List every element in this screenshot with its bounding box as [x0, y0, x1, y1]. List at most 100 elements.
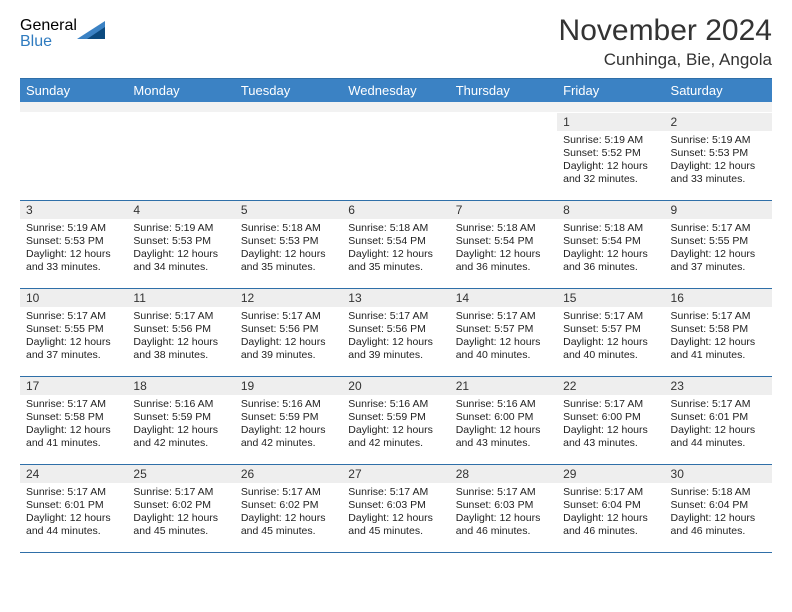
empty-cell — [450, 112, 557, 200]
day-number: 5 — [235, 201, 342, 220]
day-number: 28 — [450, 465, 557, 484]
day-body: Sunrise: 5:17 AMSunset: 5:55 PMDaylight:… — [20, 308, 127, 367]
day-body: Sunrise: 5:16 AMSunset: 5:59 PMDaylight:… — [342, 396, 449, 455]
day-number: 16 — [665, 289, 772, 308]
day-body: Sunrise: 5:17 AMSunset: 5:58 PMDaylight:… — [665, 308, 772, 367]
day-body: Sunrise: 5:17 AMSunset: 6:01 PMDaylight:… — [665, 396, 772, 455]
day-cell: 29Sunrise: 5:17 AMSunset: 6:04 PMDayligh… — [557, 464, 664, 552]
day-cell: 8Sunrise: 5:18 AMSunset: 5:54 PMDaylight… — [557, 200, 664, 288]
day-number: 14 — [450, 289, 557, 308]
day-body: Sunrise: 5:18 AMSunset: 6:04 PMDaylight:… — [665, 484, 772, 543]
day-body: Sunrise: 5:19 AMSunset: 5:52 PMDaylight:… — [557, 132, 664, 191]
day-cell: 16Sunrise: 5:17 AMSunset: 5:58 PMDayligh… — [665, 288, 772, 376]
week-row: 10Sunrise: 5:17 AMSunset: 5:55 PMDayligh… — [20, 288, 772, 376]
day-number: 2 — [665, 113, 772, 132]
week-row: 1Sunrise: 5:19 AMSunset: 5:52 PMDaylight… — [20, 112, 772, 200]
day-number: 19 — [235, 377, 342, 396]
month-title: November 2024 — [559, 14, 772, 48]
day-number: 25 — [127, 465, 234, 484]
day-body: Sunrise: 5:17 AMSunset: 6:01 PMDaylight:… — [20, 484, 127, 543]
day-number: 18 — [127, 377, 234, 396]
dow-fri: Friday — [557, 79, 664, 103]
day-cell: 4Sunrise: 5:19 AMSunset: 5:53 PMDaylight… — [127, 200, 234, 288]
blank-row — [20, 102, 772, 112]
day-body: Sunrise: 5:19 AMSunset: 5:53 PMDaylight:… — [665, 132, 772, 191]
day-body: Sunrise: 5:17 AMSunset: 5:55 PMDaylight:… — [665, 220, 772, 279]
empty-cell — [127, 112, 234, 200]
dow-sat: Saturday — [665, 79, 772, 103]
day-cell: 20Sunrise: 5:16 AMSunset: 5:59 PMDayligh… — [342, 376, 449, 464]
empty-cell — [235, 112, 342, 200]
day-body: Sunrise: 5:18 AMSunset: 5:53 PMDaylight:… — [235, 220, 342, 279]
day-body: Sunrise: 5:16 AMSunset: 6:00 PMDaylight:… — [450, 396, 557, 455]
header: General Blue November 2024 Cunhinga, Bie… — [20, 14, 772, 70]
day-body: Sunrise: 5:16 AMSunset: 5:59 PMDaylight:… — [127, 396, 234, 455]
day-cell: 6Sunrise: 5:18 AMSunset: 5:54 PMDaylight… — [342, 200, 449, 288]
brand-logo: General Blue — [20, 14, 107, 50]
day-number: 4 — [127, 201, 234, 220]
day-number: 13 — [342, 289, 449, 308]
day-cell: 14Sunrise: 5:17 AMSunset: 5:57 PMDayligh… — [450, 288, 557, 376]
week-row: 3Sunrise: 5:19 AMSunset: 5:53 PMDaylight… — [20, 200, 772, 288]
day-body: Sunrise: 5:17 AMSunset: 5:58 PMDaylight:… — [20, 396, 127, 455]
day-cell: 26Sunrise: 5:17 AMSunset: 6:02 PMDayligh… — [235, 464, 342, 552]
day-body: Sunrise: 5:17 AMSunset: 6:02 PMDaylight:… — [235, 484, 342, 543]
day-body: Sunrise: 5:17 AMSunset: 5:56 PMDaylight:… — [235, 308, 342, 367]
day-body: Sunrise: 5:19 AMSunset: 5:53 PMDaylight:… — [20, 220, 127, 279]
day-body: Sunrise: 5:17 AMSunset: 6:03 PMDaylight:… — [342, 484, 449, 543]
day-number: 17 — [20, 377, 127, 396]
day-body: Sunrise: 5:18 AMSunset: 5:54 PMDaylight:… — [342, 220, 449, 279]
title-block: November 2024 Cunhinga, Bie, Angola — [559, 14, 772, 70]
dow-sun: Sunday — [20, 79, 127, 103]
week-row: 17Sunrise: 5:17 AMSunset: 5:58 PMDayligh… — [20, 376, 772, 464]
week-row: 24Sunrise: 5:17 AMSunset: 6:01 PMDayligh… — [20, 464, 772, 552]
day-cell: 21Sunrise: 5:16 AMSunset: 6:00 PMDayligh… — [450, 376, 557, 464]
day-body: Sunrise: 5:17 AMSunset: 5:57 PMDaylight:… — [450, 308, 557, 367]
day-cell: 5Sunrise: 5:18 AMSunset: 5:53 PMDaylight… — [235, 200, 342, 288]
day-number: 12 — [235, 289, 342, 308]
day-cell: 19Sunrise: 5:16 AMSunset: 5:59 PMDayligh… — [235, 376, 342, 464]
day-number: 22 — [557, 377, 664, 396]
day-number: 6 — [342, 201, 449, 220]
day-body: Sunrise: 5:18 AMSunset: 5:54 PMDaylight:… — [557, 220, 664, 279]
calendar-body: 1Sunrise: 5:19 AMSunset: 5:52 PMDaylight… — [20, 112, 772, 552]
day-number: 30 — [665, 465, 772, 484]
day-body: Sunrise: 5:17 AMSunset: 6:00 PMDaylight:… — [557, 396, 664, 455]
day-body: Sunrise: 5:17 AMSunset: 5:57 PMDaylight:… — [557, 308, 664, 367]
day-number: 3 — [20, 201, 127, 220]
day-cell: 24Sunrise: 5:17 AMSunset: 6:01 PMDayligh… — [20, 464, 127, 552]
day-cell: 30Sunrise: 5:18 AMSunset: 6:04 PMDayligh… — [665, 464, 772, 552]
day-cell: 12Sunrise: 5:17 AMSunset: 5:56 PMDayligh… — [235, 288, 342, 376]
day-cell: 27Sunrise: 5:17 AMSunset: 6:03 PMDayligh… — [342, 464, 449, 552]
day-cell: 10Sunrise: 5:17 AMSunset: 5:55 PMDayligh… — [20, 288, 127, 376]
day-number: 11 — [127, 289, 234, 308]
day-number: 21 — [450, 377, 557, 396]
day-cell: 9Sunrise: 5:17 AMSunset: 5:55 PMDaylight… — [665, 200, 772, 288]
dow-wed: Wednesday — [342, 79, 449, 103]
day-number: 24 — [20, 465, 127, 484]
day-number: 29 — [557, 465, 664, 484]
day-body: Sunrise: 5:19 AMSunset: 5:53 PMDaylight:… — [127, 220, 234, 279]
brand-word2: Blue — [20, 34, 77, 50]
day-cell: 13Sunrise: 5:17 AMSunset: 5:56 PMDayligh… — [342, 288, 449, 376]
day-body: Sunrise: 5:18 AMSunset: 5:54 PMDaylight:… — [450, 220, 557, 279]
day-cell: 15Sunrise: 5:17 AMSunset: 5:57 PMDayligh… — [557, 288, 664, 376]
day-cell: 25Sunrise: 5:17 AMSunset: 6:02 PMDayligh… — [127, 464, 234, 552]
location-label: Cunhinga, Bie, Angola — [559, 50, 772, 70]
day-number: 1 — [557, 113, 664, 132]
day-number: 20 — [342, 377, 449, 396]
day-number: 7 — [450, 201, 557, 220]
day-number: 23 — [665, 377, 772, 396]
day-number: 27 — [342, 465, 449, 484]
day-body: Sunrise: 5:17 AMSunset: 5:56 PMDaylight:… — [127, 308, 234, 367]
day-cell: 2Sunrise: 5:19 AMSunset: 5:53 PMDaylight… — [665, 112, 772, 200]
day-cell: 22Sunrise: 5:17 AMSunset: 6:00 PMDayligh… — [557, 376, 664, 464]
dow-mon: Monday — [127, 79, 234, 103]
day-number: 8 — [557, 201, 664, 220]
brand-triangle-icon — [77, 19, 107, 50]
day-cell: 7Sunrise: 5:18 AMSunset: 5:54 PMDaylight… — [450, 200, 557, 288]
brand-word1: General — [20, 18, 77, 34]
calendar-page: General Blue November 2024 Cunhinga, Bie… — [0, 0, 792, 563]
day-body: Sunrise: 5:17 AMSunset: 6:04 PMDaylight:… — [557, 484, 664, 543]
day-cell: 17Sunrise: 5:17 AMSunset: 5:58 PMDayligh… — [20, 376, 127, 464]
